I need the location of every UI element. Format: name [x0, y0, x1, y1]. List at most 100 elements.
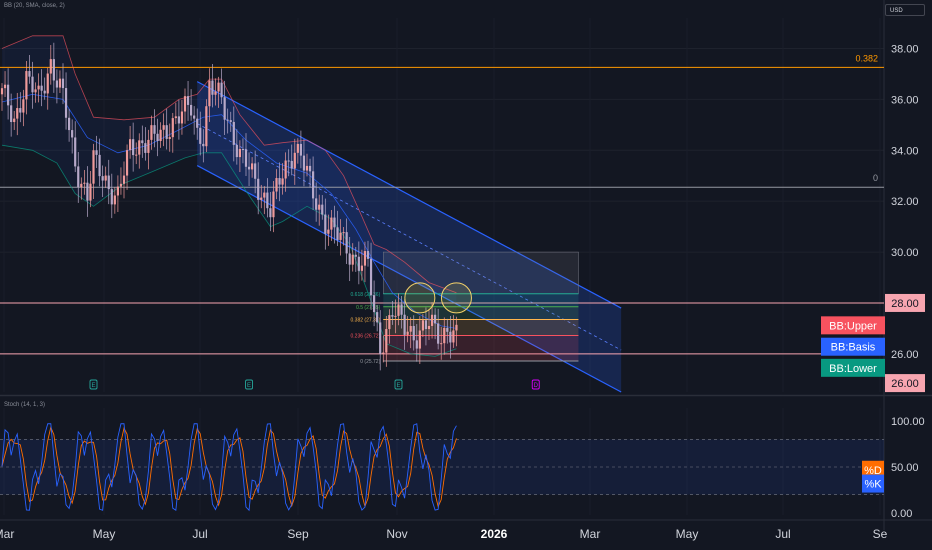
candle-body	[37, 85, 40, 90]
time-tick-label-7: May	[676, 527, 699, 541]
event-marker-label: E	[396, 383, 400, 389]
candle	[40, 69, 43, 107]
candle-body	[327, 229, 330, 234]
candle-body	[162, 125, 165, 130]
price-badge-bg	[885, 374, 925, 393]
candle	[403, 299, 406, 350]
candle-body	[180, 111, 184, 124]
currency-label: USD	[890, 8, 903, 14]
candle	[430, 302, 434, 339]
candle	[159, 122, 162, 148]
main-legend[interactable]: BB (20, SMA, close, 2)	[4, 3, 65, 9]
candle	[125, 144, 129, 190]
candle	[251, 157, 254, 178]
candle	[168, 123, 171, 152]
candle-body	[394, 315, 397, 317]
candle	[156, 118, 159, 157]
stoch-badge-text: %D	[864, 465, 882, 477]
candle	[379, 310, 382, 371]
candle	[28, 54, 31, 84]
currency-badge[interactable]: USD	[885, 4, 925, 16]
stoch-tick-label-1: 50.00	[891, 462, 919, 474]
candle	[452, 315, 455, 348]
candle-body	[95, 150, 98, 155]
price-tick-label-1: 36.00	[891, 94, 919, 106]
candle	[183, 88, 187, 124]
time-tick-label-8: Jul	[775, 527, 790, 541]
candle-body	[257, 178, 260, 200]
candle	[376, 305, 379, 332]
candle	[31, 61, 34, 109]
candle-body	[190, 104, 193, 116]
candle-body	[308, 165, 312, 172]
candle-body	[244, 149, 248, 167]
candle	[434, 308, 437, 340]
candle	[382, 336, 385, 363]
candle	[345, 218, 348, 265]
candle	[43, 77, 46, 100]
candle-body	[247, 166, 251, 170]
candle	[397, 293, 400, 326]
candle	[71, 119, 74, 154]
candle	[238, 140, 241, 172]
candle	[116, 175, 119, 212]
candle-body	[369, 258, 373, 296]
candle	[107, 159, 110, 205]
candle-body	[74, 137, 77, 167]
candle-body	[449, 331, 452, 343]
candle-body	[199, 127, 202, 144]
candle-body	[385, 329, 388, 353]
candle	[412, 315, 415, 351]
candle-body	[415, 340, 418, 349]
candle	[104, 166, 107, 188]
candle	[272, 180, 275, 233]
candle-body	[147, 139, 150, 153]
candle	[180, 99, 184, 135]
candle	[80, 177, 83, 200]
candle	[83, 169, 86, 195]
price-tick-label-6: 26.00	[891, 349, 919, 361]
candle-body	[376, 312, 379, 323]
candle-body	[125, 150, 129, 176]
candle	[333, 205, 336, 244]
candle	[214, 78, 217, 106]
candle-body	[7, 84, 10, 106]
stoch-badge-0: %D	[862, 460, 884, 479]
candle	[3, 71, 7, 97]
candle-body	[434, 314, 437, 324]
candle	[263, 186, 266, 215]
price-badge-text: BB:Basis	[831, 342, 876, 354]
candle-body	[437, 323, 440, 344]
fib-level-label-1: 0.5 (27.85)	[356, 305, 381, 311]
candle	[354, 246, 357, 272]
candle	[16, 92, 19, 136]
time-tick-label-3: Sep	[287, 527, 309, 541]
fib-level-label-4: 0 (25.72)	[360, 359, 380, 365]
fib-box-top	[383, 251, 579, 295]
candle-body	[28, 71, 31, 77]
candle	[0, 83, 4, 111]
candle-body	[418, 330, 421, 349]
candle	[132, 122, 135, 172]
candle	[7, 68, 10, 120]
event-marker-3: D	[531, 379, 540, 390]
event-marker-2: E	[394, 379, 403, 390]
candle-body	[40, 85, 43, 91]
candle	[129, 125, 132, 159]
candle	[424, 307, 428, 346]
stoch-badge-bg	[862, 474, 884, 493]
candle	[25, 60, 28, 115]
candle-body	[196, 118, 199, 128]
fib-level-label-2: 0.382 (27.35)	[351, 317, 381, 323]
candle-body	[406, 331, 409, 335]
stoch-legend[interactable]: Stoch (14, 1, 3)	[4, 402, 46, 408]
candle	[366, 240, 370, 267]
candle-body	[330, 217, 333, 230]
candle	[443, 317, 446, 355]
candle	[10, 93, 13, 137]
price-badge-bg	[885, 293, 925, 312]
candle-body	[214, 91, 217, 95]
candle-body	[202, 143, 205, 147]
candle-body	[55, 80, 58, 88]
